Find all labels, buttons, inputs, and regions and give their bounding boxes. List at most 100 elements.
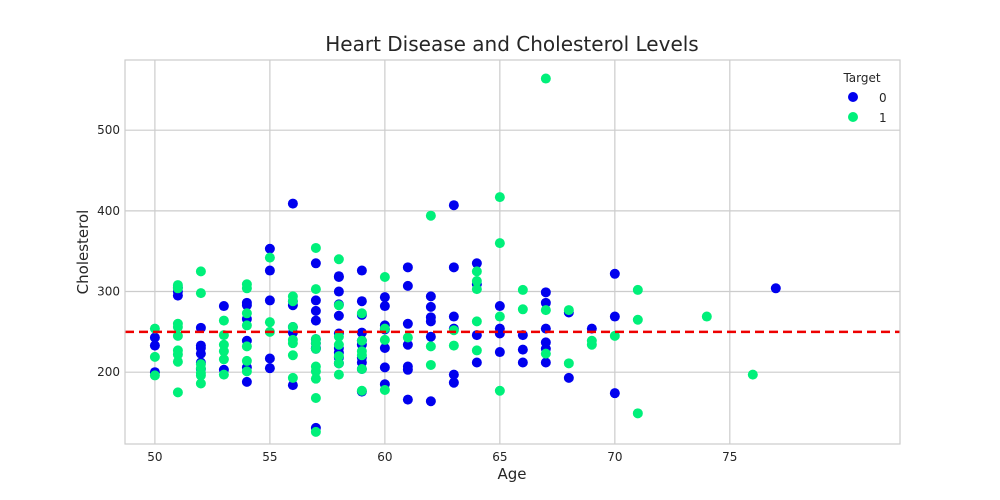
plot-frame — [124, 59, 901, 445]
data-point-target-1 — [609, 330, 620, 341]
data-point-target-0 — [609, 388, 620, 399]
data-point-target-1 — [379, 384, 390, 395]
data-point-target-0 — [494, 347, 505, 358]
data-point-target-0 — [287, 380, 298, 391]
data-point-target-1 — [425, 210, 436, 221]
data-point-target-1 — [172, 318, 183, 329]
data-point-target-1 — [494, 238, 505, 249]
data-point-target-1 — [333, 351, 344, 362]
data-point-target-1 — [310, 242, 321, 253]
data-point-target-0 — [540, 297, 551, 308]
data-point-target-0 — [264, 265, 275, 276]
data-point-target-1 — [494, 385, 505, 396]
data-point-target-1 — [333, 300, 344, 311]
data-point-target-1 — [517, 284, 528, 295]
x-tick-label: 50 — [147, 450, 162, 464]
data-point-target-1 — [310, 284, 321, 295]
data-point-target-0 — [402, 339, 413, 350]
data-point-target-0 — [402, 394, 413, 405]
data-point-target-1 — [356, 385, 367, 396]
data-point-target-1 — [264, 317, 275, 328]
data-point-target-0 — [494, 301, 505, 312]
legend-marker-target-0 — [848, 92, 858, 102]
data-point-target-0 — [448, 377, 459, 388]
data-point-target-1 — [517, 304, 528, 315]
data-point-target-1 — [287, 372, 298, 383]
data-point-target-0 — [540, 337, 551, 348]
data-point-target-1 — [448, 325, 459, 336]
data-point-target-1 — [310, 373, 321, 384]
data-point-target-1 — [471, 276, 482, 287]
data-point-target-0 — [195, 340, 206, 351]
data-point-target-0 — [310, 305, 321, 316]
data-point-target-1 — [563, 305, 574, 316]
x-axis-label: Age — [497, 465, 526, 483]
data-point-target-0 — [195, 322, 206, 333]
data-point-target-1 — [333, 331, 344, 342]
data-point-target-1 — [172, 387, 183, 398]
data-point-target-1 — [195, 359, 206, 370]
data-point-target-1 — [747, 369, 758, 380]
data-point-target-1 — [632, 408, 643, 419]
data-point-target-0 — [402, 280, 413, 291]
data-point-target-0 — [287, 198, 298, 209]
data-point-target-0 — [471, 258, 482, 269]
data-point-target-0 — [264, 353, 275, 364]
data-point-target-0 — [425, 331, 436, 342]
data-point-target-1 — [333, 358, 344, 369]
x-tick-label: 65 — [492, 450, 507, 464]
data-point-target-0 — [356, 296, 367, 307]
data-point-target-1 — [172, 345, 183, 356]
data-point-target-1 — [494, 311, 505, 322]
legend-label-target-0: 0 — [879, 91, 887, 105]
y-axis-ticks: 200 300 400 500 — [97, 123, 120, 379]
data-point-target-1 — [310, 334, 321, 345]
data-point-target-0 — [425, 396, 436, 407]
data-point-target-1 — [195, 266, 206, 277]
data-point-target-0 — [563, 372, 574, 383]
data-point-target-0 — [448, 200, 459, 211]
data-point-target-1 — [149, 351, 160, 362]
data-point-target-0 — [540, 287, 551, 298]
data-point-target-0 — [402, 361, 413, 372]
data-point-target-0 — [517, 344, 528, 355]
data-point-target-0 — [149, 340, 160, 351]
data-point-target-1 — [333, 339, 344, 350]
data-point-target-1 — [471, 316, 482, 327]
data-point-target-1 — [172, 330, 183, 341]
data-point-target-1 — [356, 363, 367, 374]
data-point-target-0 — [609, 268, 620, 279]
data-point-target-1 — [310, 426, 321, 437]
data-point-target-0 — [517, 357, 528, 368]
data-point-target-0 — [149, 332, 160, 343]
data-point-target-0 — [241, 297, 252, 308]
data-point-target-0 — [402, 262, 413, 273]
data-point-target-1 — [287, 334, 298, 345]
data-point-target-1 — [632, 284, 643, 295]
data-point-target-1 — [701, 311, 712, 322]
data-point-target-1 — [563, 358, 574, 369]
data-point-target-1 — [333, 254, 344, 265]
data-point-target-1 — [287, 322, 298, 333]
data-point-target-0 — [425, 291, 436, 302]
data-point-target-1 — [218, 339, 229, 350]
data-point-target-0 — [310, 295, 321, 306]
data-point-target-1 — [149, 370, 160, 381]
data-point-target-0 — [218, 301, 229, 312]
data-point-target-0 — [425, 301, 436, 312]
data-point-target-1 — [356, 346, 367, 357]
data-point-target-0 — [356, 327, 367, 338]
data-point-target-1 — [218, 354, 229, 365]
data-point-target-0 — [333, 286, 344, 297]
data-point-target-1 — [471, 266, 482, 277]
data-point-target-1 — [172, 356, 183, 367]
data-point-target-1 — [241, 279, 252, 290]
y-axis-label: Cholesterol — [74, 210, 92, 295]
data-point-target-1 — [586, 335, 597, 346]
data-point-target-1 — [471, 345, 482, 356]
data-point-target-1 — [540, 73, 551, 84]
data-point-target-0 — [310, 315, 321, 326]
data-point-target-1 — [379, 334, 390, 345]
data-point-target-1 — [425, 359, 436, 370]
data-point-target-1 — [264, 252, 275, 263]
